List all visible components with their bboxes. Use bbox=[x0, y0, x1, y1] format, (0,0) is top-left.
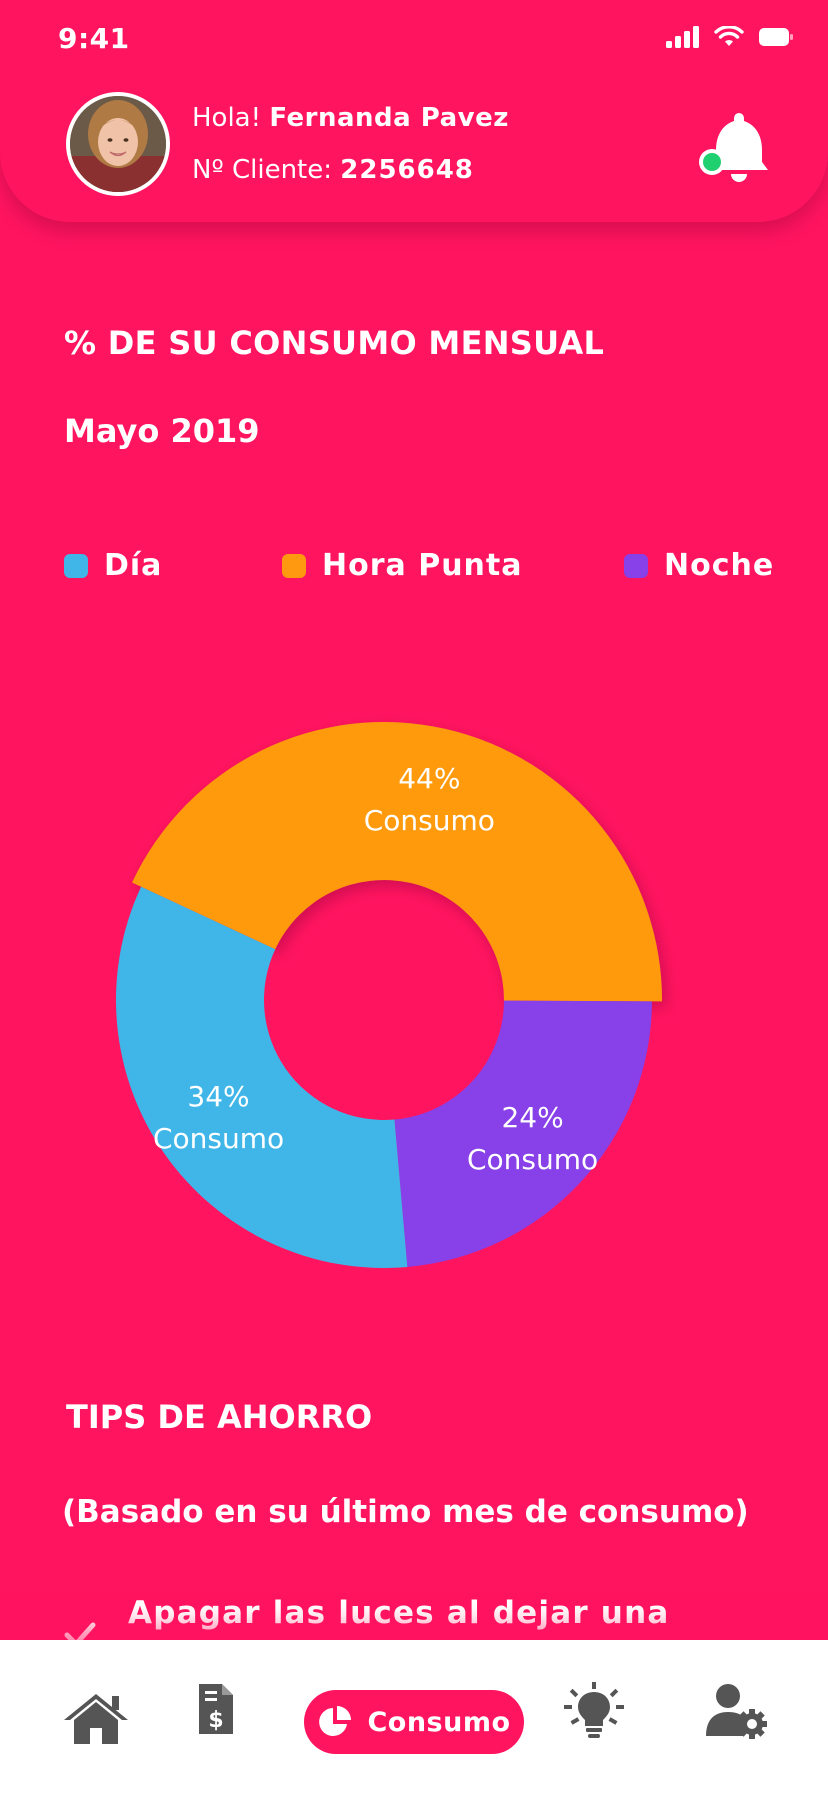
consumption-donut-chart: 44% Consumo 24% Consumo 34% Consumo bbox=[116, 721, 662, 1268]
donut-slice-noche bbox=[394, 1000, 652, 1267]
consumption-title: % DE SU CONSUMO MENSUAL bbox=[64, 324, 605, 362]
legend-item-dia: Día bbox=[64, 548, 162, 583]
greeting-text: Hola! Fernanda Pavez bbox=[192, 103, 509, 133]
user-settings-icon bbox=[706, 1684, 767, 1739]
donut-label: 34% Consumo bbox=[153, 1080, 284, 1155]
nav-consumo-label: Consumo bbox=[367, 1706, 511, 1738]
tip-item: Apagar las luces al dejar una bbox=[62, 1592, 669, 1652]
pie-chart-icon bbox=[319, 1706, 352, 1736]
donut-label-value: 44% bbox=[398, 762, 460, 795]
battery-icon bbox=[759, 28, 793, 46]
donut-label-caption: Consumo bbox=[467, 1143, 598, 1176]
legend-item-noche: Noche bbox=[624, 548, 774, 583]
donut-label-caption: Consumo bbox=[364, 804, 495, 837]
svg-text:$: $ bbox=[208, 1708, 223, 1733]
home-icon bbox=[64, 1694, 128, 1744]
user-name: Fernanda Pavez bbox=[269, 103, 509, 133]
client-number: 2256648 bbox=[340, 155, 474, 185]
legend-label: Día bbox=[104, 548, 163, 583]
donut-label: 44% Consumo bbox=[364, 762, 495, 837]
legend-swatch bbox=[624, 553, 648, 578]
invoice-icon: $ bbox=[199, 1684, 233, 1734]
legend-label: Noche bbox=[664, 548, 775, 583]
avatar-photo bbox=[70, 96, 166, 192]
nav-tips[interactable] bbox=[564, 1682, 624, 1746]
status-time: 9:41 bbox=[58, 22, 130, 55]
legend-item-hora-punta: Hora Punta bbox=[282, 548, 523, 583]
nav-invoices[interactable]: $ bbox=[196, 1682, 236, 1740]
client-number-text: Nº Cliente: 2256648 bbox=[192, 155, 474, 185]
donut-label-value: 34% bbox=[187, 1080, 249, 1113]
legend-swatch bbox=[282, 553, 306, 578]
nav-home[interactable] bbox=[62, 1690, 130, 1750]
greeting-prefix: Hola! bbox=[192, 103, 262, 133]
nav-profile-settings[interactable] bbox=[706, 1682, 768, 1744]
donut-label: 24% Consumo bbox=[467, 1101, 598, 1176]
client-label: Nº Cliente: bbox=[192, 155, 332, 185]
wifi-icon bbox=[714, 26, 744, 46]
donut-label-caption: Consumo bbox=[153, 1122, 284, 1155]
tips-subtitle: (Basado en su último mes de consumo) bbox=[62, 1494, 749, 1530]
legend-label: Hora Punta bbox=[322, 548, 523, 583]
lightbulb-icon bbox=[564, 1682, 624, 1738]
notifications-button[interactable] bbox=[690, 112, 770, 184]
tips-title: TIPS DE AHORRO bbox=[66, 1398, 373, 1436]
status-bar: 9:41 bbox=[0, 0, 828, 80]
bell-icon bbox=[699, 113, 768, 182]
avatar[interactable] bbox=[66, 92, 170, 196]
period-label: Mayo 2019 bbox=[64, 412, 260, 450]
bottom-navigation: $ Consumo bbox=[0, 1640, 828, 1800]
donut-label-value: 24% bbox=[501, 1101, 563, 1134]
donut-slice-dia bbox=[116, 886, 408, 1268]
nav-consumo[interactable]: Consumo bbox=[304, 1690, 524, 1754]
donut-slice-hora-punta bbox=[132, 721, 662, 1002]
legend-swatch bbox=[64, 553, 88, 578]
tip-text: Apagar las luces al dejar una bbox=[128, 1595, 670, 1631]
notification-dot bbox=[703, 153, 721, 171]
signal-icon bbox=[666, 26, 699, 48]
